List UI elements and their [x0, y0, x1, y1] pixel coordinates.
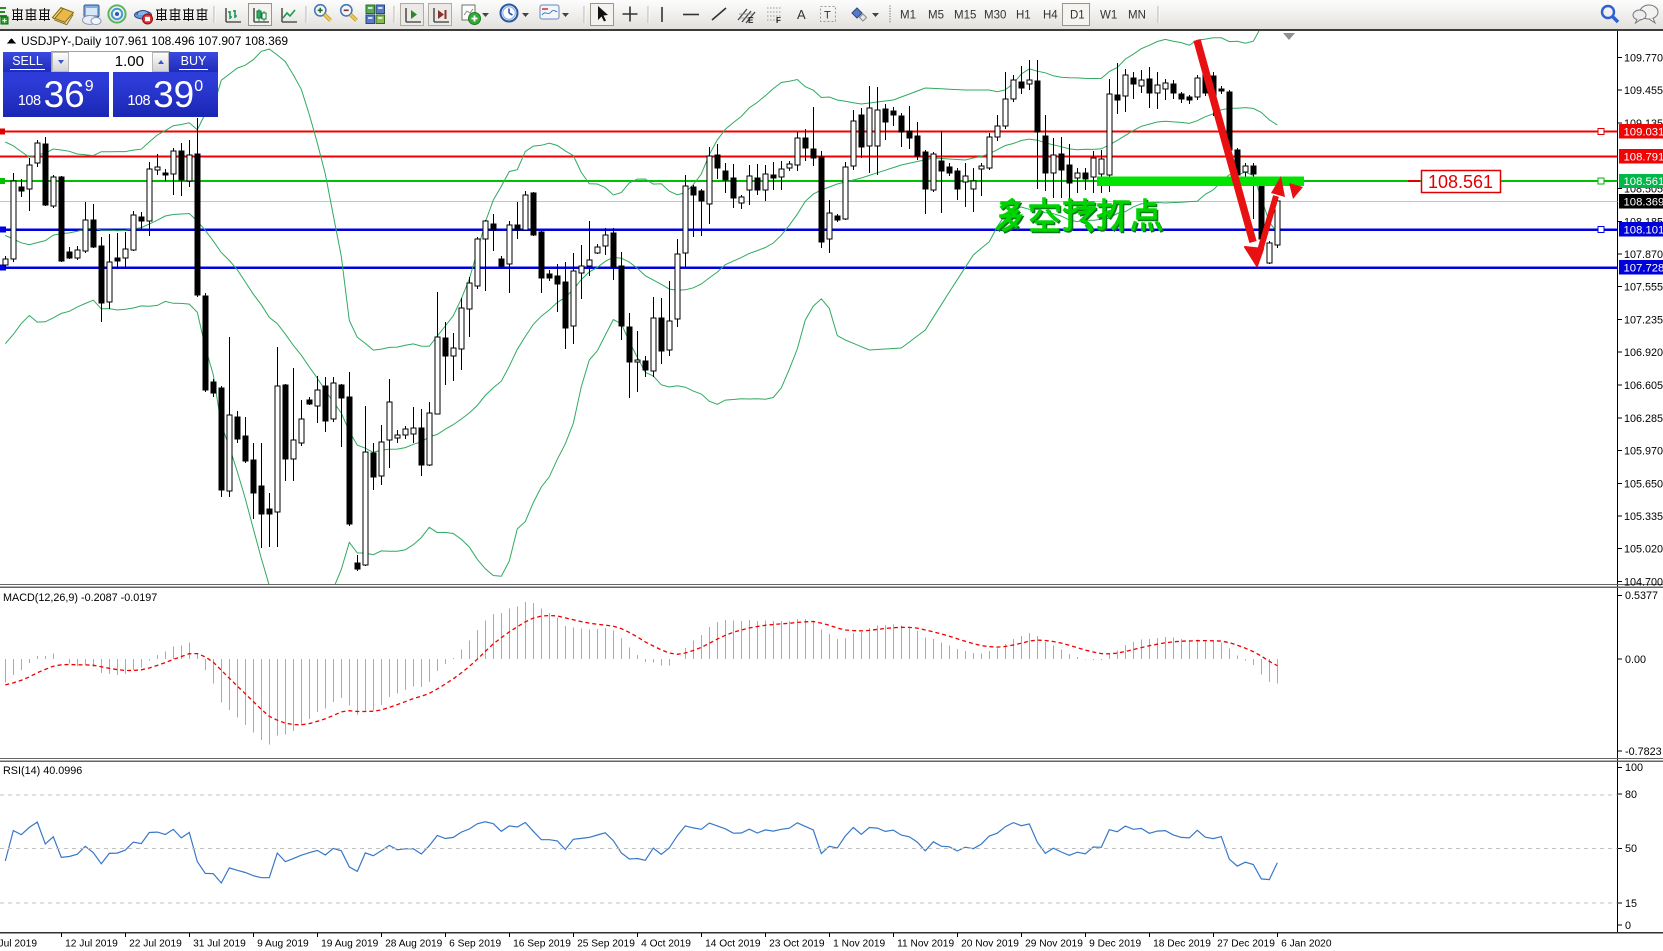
svg-text:6 Jan 2020: 6 Jan 2020	[1281, 939, 1332, 950]
svg-text:9 Aug 2019: 9 Aug 2019	[257, 939, 309, 950]
svg-text:106.920: 106.920	[1624, 347, 1663, 359]
svg-text:0.00: 0.00	[1625, 654, 1646, 666]
svg-text:1 Nov 2019: 1 Nov 2019	[833, 939, 885, 950]
svg-text:100: 100	[1625, 762, 1643, 774]
svg-text:15: 15	[1625, 898, 1637, 910]
svg-text:20 Nov 2019: 20 Nov 2019	[961, 939, 1019, 950]
svg-text:M5: M5	[928, 10, 944, 22]
svg-text:108.369: 108.369	[1624, 196, 1663, 208]
svg-text:14 Oct 2019: 14 Oct 2019	[705, 939, 761, 950]
svg-text:27 Dec 2019: 27 Dec 2019	[1217, 939, 1275, 950]
svg-text:108.791: 108.791	[1624, 151, 1663, 163]
svg-text:A: A	[797, 7, 806, 22]
svg-text:107.555: 107.555	[1624, 282, 1663, 294]
svg-text:29 Nov 2019: 29 Nov 2019	[1025, 939, 1083, 950]
svg-text:80: 80	[1625, 789, 1637, 801]
svg-text:105.650: 105.650	[1624, 479, 1663, 491]
svg-text:F: F	[776, 16, 781, 25]
svg-text:3 Jul 2019: 3 Jul 2019	[0, 939, 37, 950]
svg-text:W1: W1	[1100, 10, 1117, 22]
svg-text:6 Sep 2019: 6 Sep 2019	[449, 939, 501, 950]
svg-text:M1: M1	[900, 10, 916, 22]
svg-text:M30: M30	[984, 10, 1006, 22]
svg-text:108.561: 108.561	[1428, 172, 1493, 192]
svg-text:12 Jul 2019: 12 Jul 2019	[65, 939, 118, 950]
svg-text:H4: H4	[1043, 10, 1058, 22]
svg-text:105.335: 105.335	[1624, 511, 1663, 523]
svg-text:H1: H1	[1016, 10, 1031, 22]
svg-text:4 Oct 2019: 4 Oct 2019	[641, 939, 691, 950]
svg-text:109.770: 109.770	[1624, 53, 1663, 65]
svg-text:108.101: 108.101	[1624, 224, 1663, 236]
svg-text:-0.7823: -0.7823	[1625, 746, 1662, 758]
svg-text:50: 50	[1625, 843, 1637, 855]
svg-text:25 Sep 2019: 25 Sep 2019	[577, 939, 635, 950]
svg-text:18 Dec 2019: 18 Dec 2019	[1153, 939, 1211, 950]
svg-text:109.455: 109.455	[1624, 85, 1663, 97]
svg-text:107.728: 107.728	[1624, 262, 1663, 274]
svg-text:MACD(12,26,9) -0.2087 -0.0197: MACD(12,26,9) -0.2087 -0.0197	[3, 592, 157, 604]
svg-text:109.031: 109.031	[1624, 126, 1663, 138]
svg-text:11 Nov 2019: 11 Nov 2019	[897, 939, 954, 950]
svg-text:107.235: 107.235	[1624, 315, 1663, 327]
svg-text:M15: M15	[954, 10, 976, 22]
svg-text:108.561: 108.561	[1624, 176, 1663, 188]
svg-text:105.970: 105.970	[1624, 445, 1663, 457]
svg-text:104.700: 104.700	[1624, 577, 1663, 589]
svg-text:0.5377: 0.5377	[1625, 590, 1658, 602]
svg-text:D1: D1	[1070, 10, 1085, 22]
svg-text:31 Jul 2019: 31 Jul 2019	[193, 939, 246, 950]
svg-text:23 Oct 2019: 23 Oct 2019	[769, 939, 825, 950]
svg-text:USDJPY-,Daily 107.961 108.496: USDJPY-,Daily 107.961 108.496 107.907 10…	[21, 34, 288, 48]
svg-text:9 Dec 2019: 9 Dec 2019	[1089, 939, 1141, 950]
svg-text:106.605: 106.605	[1624, 380, 1663, 392]
svg-text:106.285: 106.285	[1624, 413, 1663, 425]
svg-text:RSI(14) 40.0996: RSI(14) 40.0996	[3, 765, 82, 777]
svg-text:19 Aug 2019: 19 Aug 2019	[321, 939, 379, 950]
svg-text:T: T	[824, 10, 831, 22]
svg-text:E: E	[748, 16, 754, 25]
svg-text:105.020: 105.020	[1624, 544, 1663, 556]
svg-text:16 Sep 2019: 16 Sep 2019	[513, 939, 571, 950]
svg-text:MN: MN	[1128, 10, 1146, 22]
svg-text:22 Jul 2019: 22 Jul 2019	[129, 939, 182, 950]
svg-text:107.870: 107.870	[1624, 249, 1663, 261]
svg-text:28 Aug 2019: 28 Aug 2019	[385, 939, 443, 950]
svg-text:0: 0	[1625, 920, 1631, 932]
